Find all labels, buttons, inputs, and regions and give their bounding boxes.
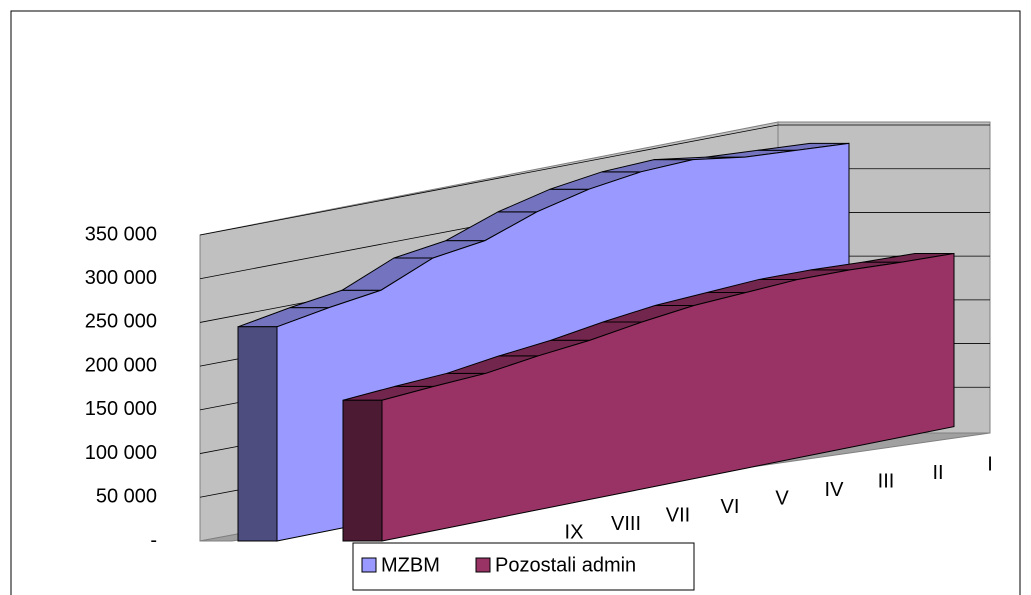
x-tick-label: III (878, 470, 895, 492)
legend-swatch (361, 557, 377, 573)
chart-frame (10, 10, 1021, 595)
legend: MZBM Pozostali admin (352, 542, 695, 591)
legend-swatch (475, 557, 491, 573)
x-tick-label: IX (565, 521, 584, 543)
x-tick-label: IV (825, 479, 845, 501)
labels: - 50 000 100 000 150 000 200 000 250 000 300 0… (85, 223, 993, 551)
y-tick-label: 50 000 (96, 486, 157, 508)
area-side (237, 326, 278, 542)
legend-label: MZBM (381, 554, 440, 576)
x-tick-label: V (775, 487, 789, 509)
y-tick-label: 300 000 (85, 267, 157, 289)
legend-label: Pozostali admin (495, 554, 636, 576)
x-tick-label: VIII (611, 513, 641, 535)
plot (237, 142, 955, 542)
area (381, 252, 955, 542)
area-side (342, 399, 383, 542)
x-tick-label: VI (721, 496, 740, 518)
legend-box (352, 542, 695, 591)
y-tick-label: 200 000 (85, 354, 157, 376)
y-tick-label: 350 000 (85, 223, 157, 245)
y-tick-label: 100 000 (85, 442, 157, 464)
y-tick-label: 150 000 (85, 398, 157, 420)
grid-line (199, 124, 990, 236)
x-tick-label: I (987, 453, 993, 475)
y-tick-label: 250 000 (85, 311, 157, 333)
x-tick-label: II (932, 462, 943, 484)
x-tick-label: VII (666, 504, 690, 526)
y-tick-label: - (150, 529, 157, 551)
